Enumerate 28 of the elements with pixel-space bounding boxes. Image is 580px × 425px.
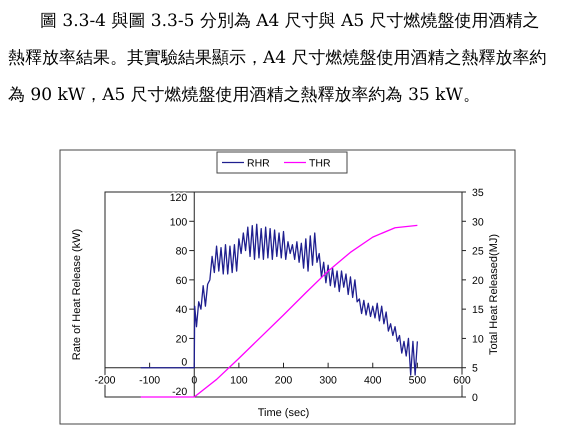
y2-tick-label: 25 [472, 246, 484, 258]
caption: 圖 3.3-4 與圖 3.3-5 分別為 A4 尺寸與 A5 尺寸燃燒盤使用酒精之熱釋放率結果。其實驗結果顯示，A4 尺寸燃燒盤使用酒精之熱釋放率約為 90 kW，A5 尺寸燃燒盤使用酒精之熱釋放率約為 35 kW。 [8, 11, 546, 105]
x-tick-label: 500 [408, 374, 426, 387]
y-tick-label: 100 [170, 216, 188, 228]
x-tick-label: -100 [139, 374, 160, 387]
x-axis-title: Time (sec) [258, 407, 310, 419]
x-tick-label: 200 [274, 374, 292, 387]
y2-tick-label: 5 [472, 362, 478, 375]
x-tick-label: 400 [364, 374, 382, 387]
y2-tick-label: 10 [472, 333, 484, 346]
y2-tick-label: 15 [472, 304, 484, 316]
x-tick-label: 100 [230, 374, 248, 387]
legend-label: RHR [247, 158, 270, 170]
y-tick-label: 0 [181, 356, 188, 369]
y-tick-label: 40 [176, 304, 188, 316]
y2-tick-label: 20 [472, 274, 484, 287]
x-tick-label: 300 [319, 374, 338, 387]
y-axis-title: Rate of Heat Release (kW) [71, 228, 83, 360]
y-tick-label: 60 [176, 274, 188, 287]
y-tick-label: 80 [176, 246, 188, 258]
y-tick-label: 120 [170, 192, 188, 204]
y-tick-label: 20 [176, 333, 188, 346]
legend-label: THR [309, 158, 331, 170]
y2-axis-title: Total Heat Released(MJ) [488, 234, 500, 356]
y2-tick-label: 0 [472, 392, 478, 404]
y2-tick-label: 35 [472, 187, 484, 199]
y-tick-label: -20 [172, 386, 188, 398]
y2-tick-label: 30 [472, 216, 484, 228]
